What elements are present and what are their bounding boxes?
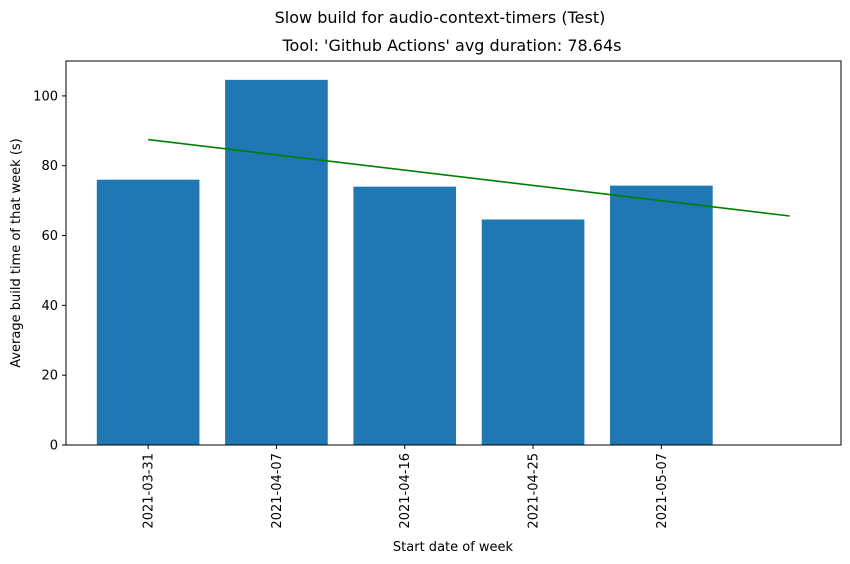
chart-title: Tool: 'Github Actions' avg duration: 78.… (282, 36, 622, 55)
bar-2021-04-16 (353, 186, 457, 445)
y-tick-label: 20 (41, 369, 58, 384)
y-tick-label: 0 (50, 439, 58, 454)
y-axis: 0 20 40 60 80 100 (33, 89, 66, 454)
trend-group (148, 138, 790, 217)
x-tick-label: 2021-04-07 (270, 453, 285, 529)
x-tick-label: 2021-03-31 (142, 453, 157, 529)
bar-2021-05-07 (610, 185, 713, 445)
plot-frame (65, 60, 842, 446)
y-tick-label: 80 (41, 159, 58, 174)
x-axis: 2021-03-31 2021-04-07 2021-04-16 2021-04-25… (142, 445, 670, 529)
trend-line (148, 138, 790, 217)
bar-2021-04-25 (481, 219, 585, 445)
y-tick-label: 100 (33, 89, 58, 104)
y-axis-label: Average build time of that week (s) (9, 138, 24, 368)
x-tick-label: 2021-04-16 (398, 453, 413, 529)
x-axis-label: Start date of week (393, 540, 514, 555)
chart-suptitle: Slow build for audio-context-timers (Tes… (275, 8, 606, 27)
y-tick-label: 60 (41, 229, 58, 244)
x-tick-label: 2021-05-07 (655, 453, 670, 529)
x-tick-label: 2021-04-25 (527, 453, 542, 529)
bar-2021-04-07 (225, 79, 328, 446)
y-tick-label: 40 (41, 299, 58, 314)
bars-group (96, 79, 713, 446)
bar-2021-03-31 (96, 179, 200, 445)
